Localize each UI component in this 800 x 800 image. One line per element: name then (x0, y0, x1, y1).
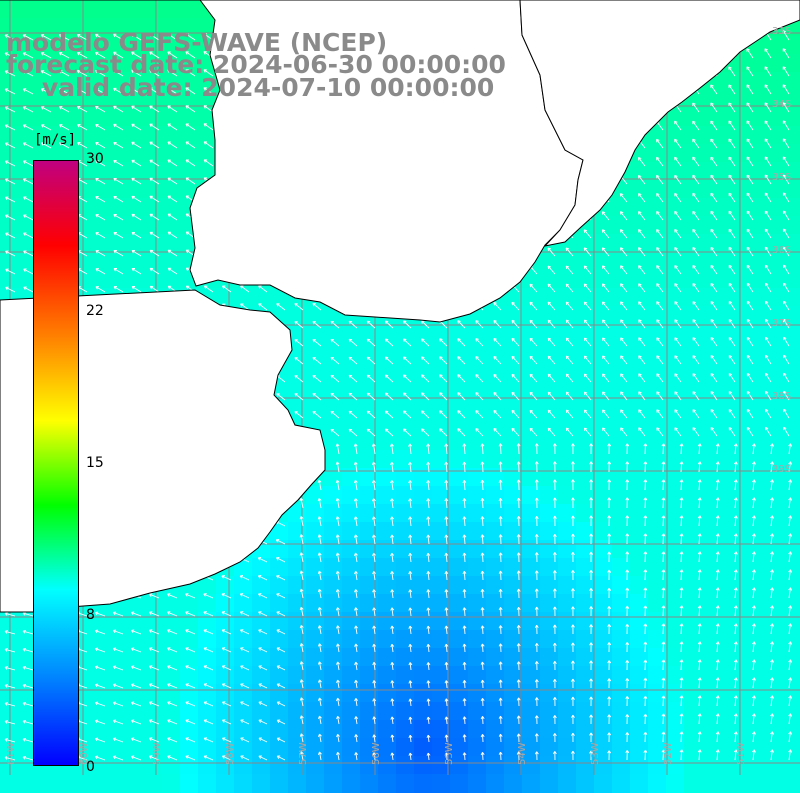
colorbar-unit: [m/s] (34, 132, 77, 148)
latitude-label: 38S (772, 391, 791, 402)
colorbar-tick: 22 (86, 303, 104, 319)
longitude-label: 56W (371, 742, 382, 765)
longitude-label: 59W (152, 742, 163, 765)
forecast-date: forecast date: 2024-06-30 00:00:00 (6, 50, 506, 79)
colorbar-tick: 8 (86, 607, 95, 623)
longitude-label: 61W (6, 742, 17, 765)
land-south-west (0, 289, 326, 613)
longitude-label: 58W (225, 742, 236, 765)
latitude-label: 36S (772, 245, 791, 256)
longitude-label: 52W (663, 742, 674, 765)
colorbar-tick: 30 (86, 151, 104, 167)
latitude-label: 33S (772, 26, 791, 37)
longitude-label: 54W (517, 742, 528, 765)
colorbar (33, 160, 79, 766)
longitude-label: 60W (79, 742, 90, 765)
longitude-label: 51W (736, 742, 747, 765)
longitude-label: 57W (298, 742, 309, 765)
latitude-label: 34S (772, 99, 791, 110)
longitude-label: 53W (590, 742, 601, 765)
colorbar-tick: 15 (86, 455, 104, 471)
colorbar-tick: 0 (86, 759, 95, 775)
latitude-label: 37S (772, 318, 791, 329)
longitude-label: 55W (444, 742, 455, 765)
latitude-label: 39S (772, 464, 791, 475)
latitude-label: 35S (772, 172, 791, 183)
coastline-east (519, 0, 800, 247)
valid-date: valid date: 2024-07-10 00:00:00 (42, 73, 495, 102)
model-title: modelo GEFS-WAVE (NCEP) (6, 28, 388, 57)
